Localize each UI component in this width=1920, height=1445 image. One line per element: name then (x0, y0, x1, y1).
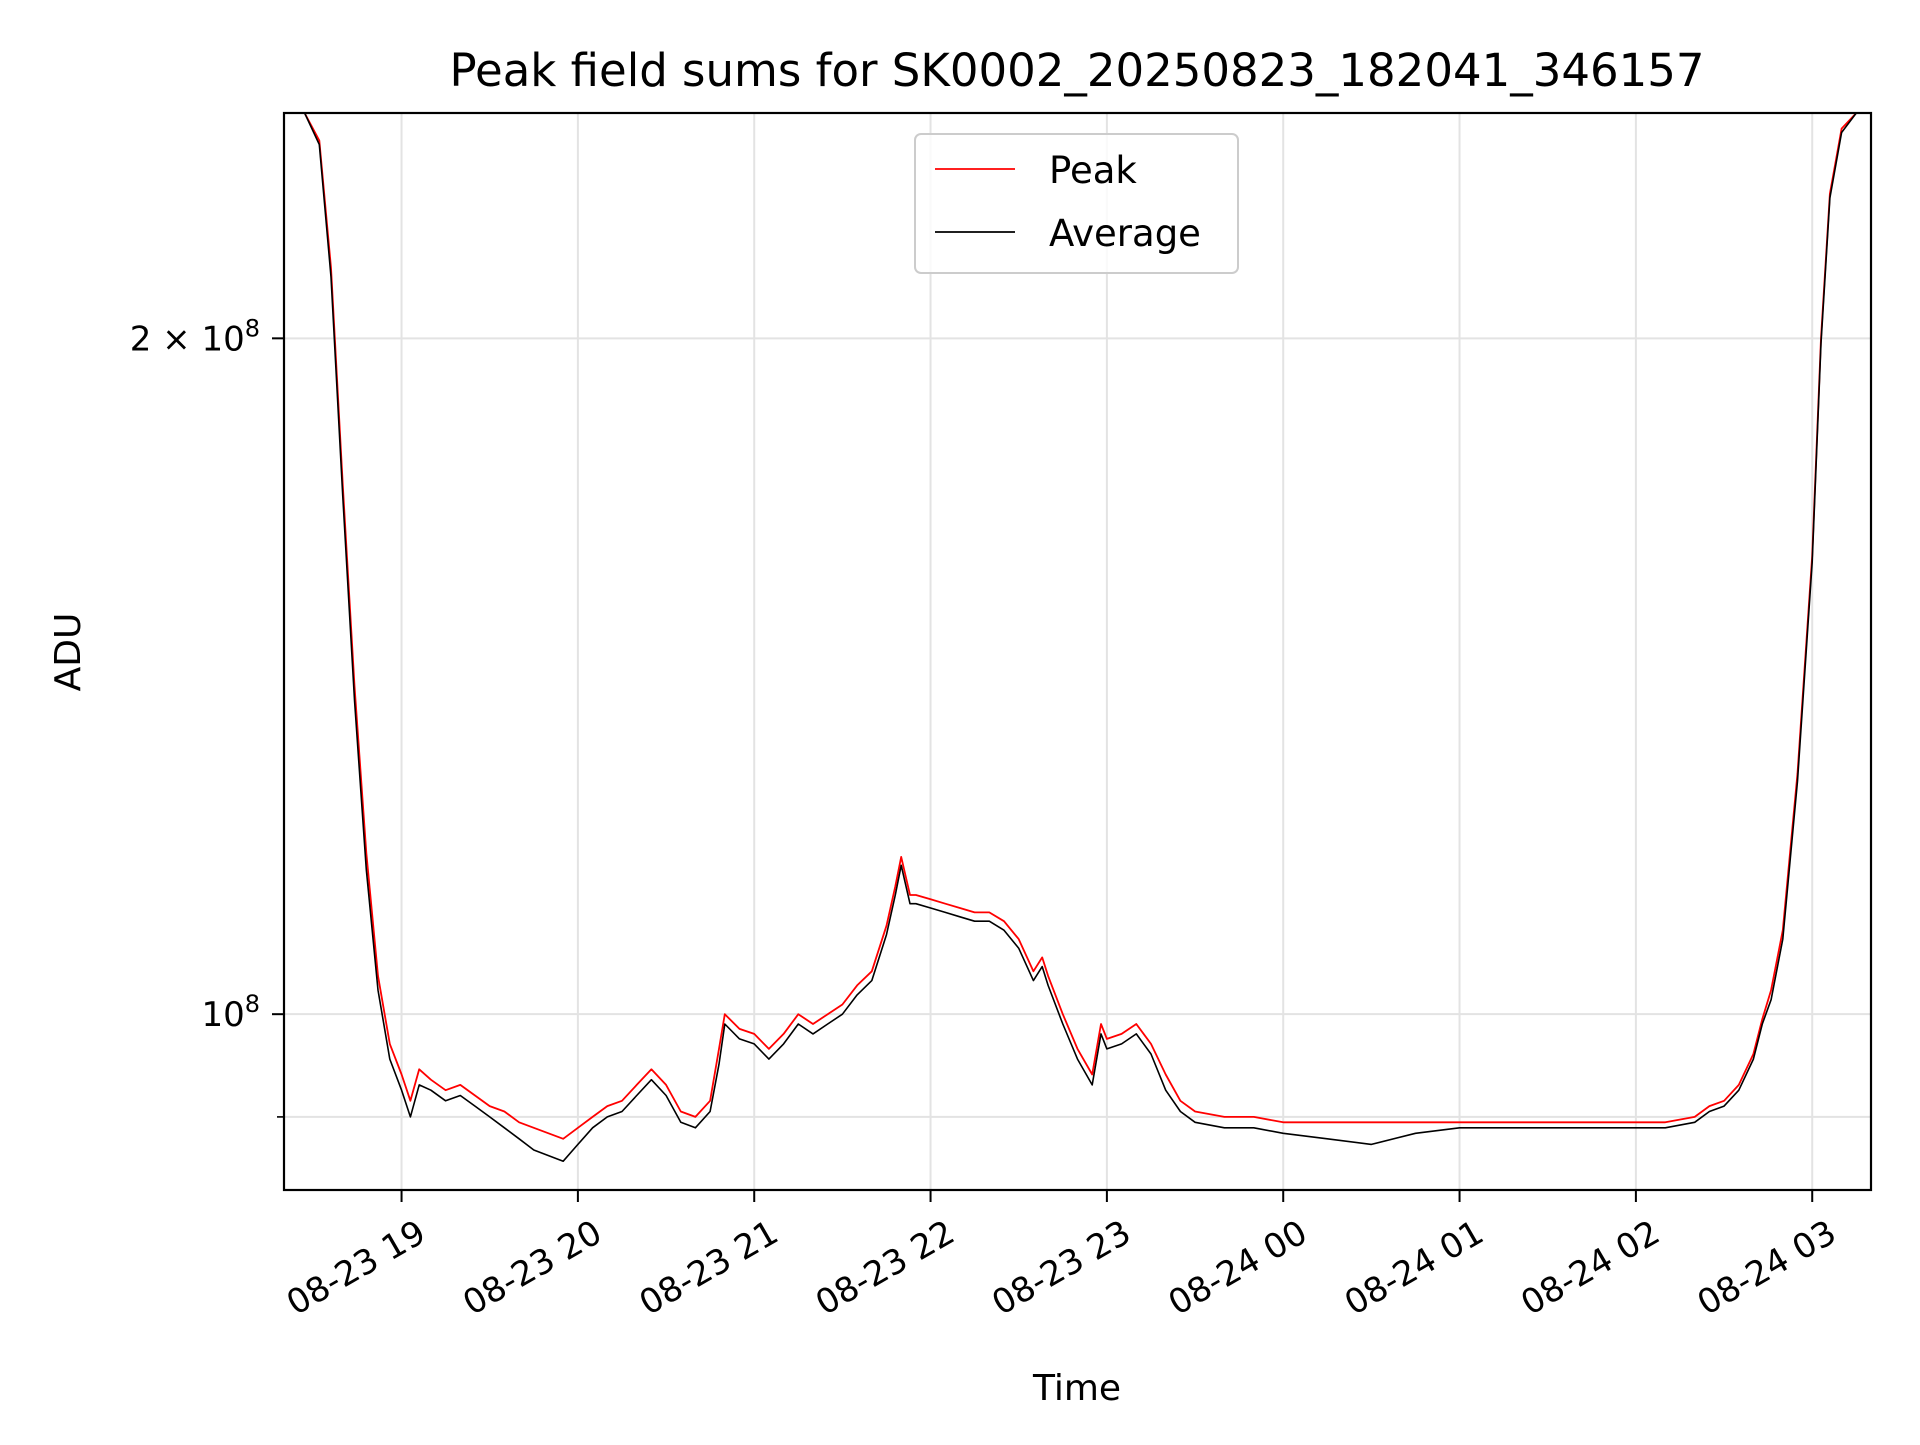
legend: Peak Average (914, 133, 1239, 274)
series-line-average (284, 113, 1871, 1162)
series-layer (284, 113, 1871, 1162)
plot-frame (282, 111, 1873, 1192)
y-tick-label: 2 × 108 (130, 314, 260, 359)
y-axis-label: ADU (48, 613, 89, 692)
legend-label-peak: Peak (1049, 149, 1137, 192)
x-axis-label: Time (1032, 1368, 1121, 1409)
chart-title: Peak field sums for SK0002_20250823_1820… (450, 44, 1705, 97)
y-axis: 108 2 × 108 (130, 314, 284, 1118)
legend-label-average: Average (1049, 212, 1201, 255)
y-tick-label: 108 (201, 990, 260, 1035)
series-line-peak (284, 113, 1871, 1140)
grid (284, 113, 1871, 1190)
